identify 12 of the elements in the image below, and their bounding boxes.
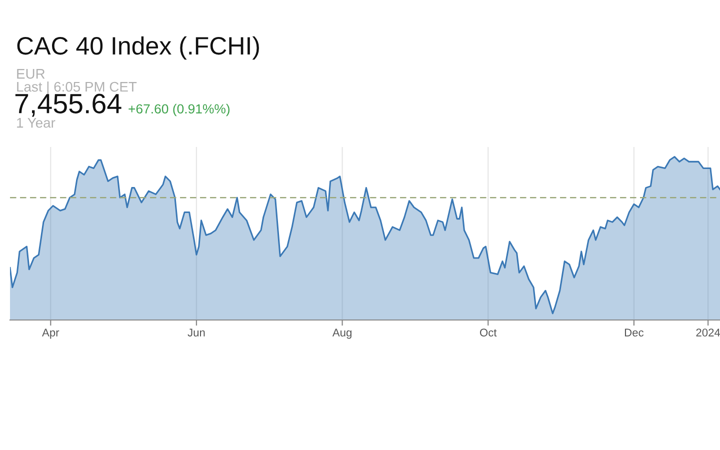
x-tick-label: Aug <box>332 328 352 339</box>
x-tick-label: Dec <box>624 328 644 336</box>
text: Last | 6:05 PM CET <box>17 81 137 95</box>
text: +67.60 (0.91%%) <box>128 104 230 116</box>
text: 7,455.64 <box>15 94 122 117</box>
x-tick-label: 2024 <box>696 328 720 336</box>
text: 1 Year <box>17 118 56 128</box>
text: EUR <box>17 69 45 79</box>
x-tick-label: Jun <box>188 328 205 336</box>
x-tick-label: Oct <box>480 328 497 336</box>
x-tick-label: Apr <box>42 328 60 339</box>
chart-title: CAC 40 Index (.FCHI) <box>17 36 259 60</box>
